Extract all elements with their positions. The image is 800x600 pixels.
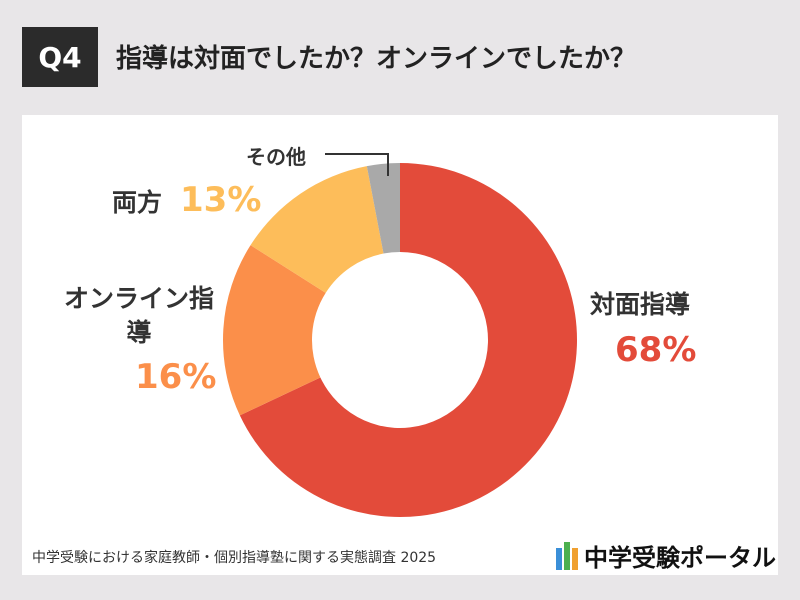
leader-line [325,153,389,176]
donut-segment [239,163,577,517]
source-note: 中学受験における家庭教師・個別指導塾に関する実態調査 2025 [32,550,437,566]
category-label: 両方 [112,188,163,217]
chart-title: 指導は対面でしたか？オンラインでしたか？ [116,44,637,74]
logo-icon [556,542,578,570]
category-label: オンライン指導 [64,284,215,347]
donut-segment [223,245,326,416]
donut-segment [366,163,400,254]
category-label: 対面指導 [589,290,690,319]
logo-text: 中学受験ポータル [584,544,776,572]
donut-segment [250,166,384,293]
value-label: 16% [135,357,217,397]
value-label: 68% [615,330,697,370]
question-badge: Q4 [22,27,98,87]
category-label: その他 [246,145,306,169]
value-label: 13% [180,180,262,220]
